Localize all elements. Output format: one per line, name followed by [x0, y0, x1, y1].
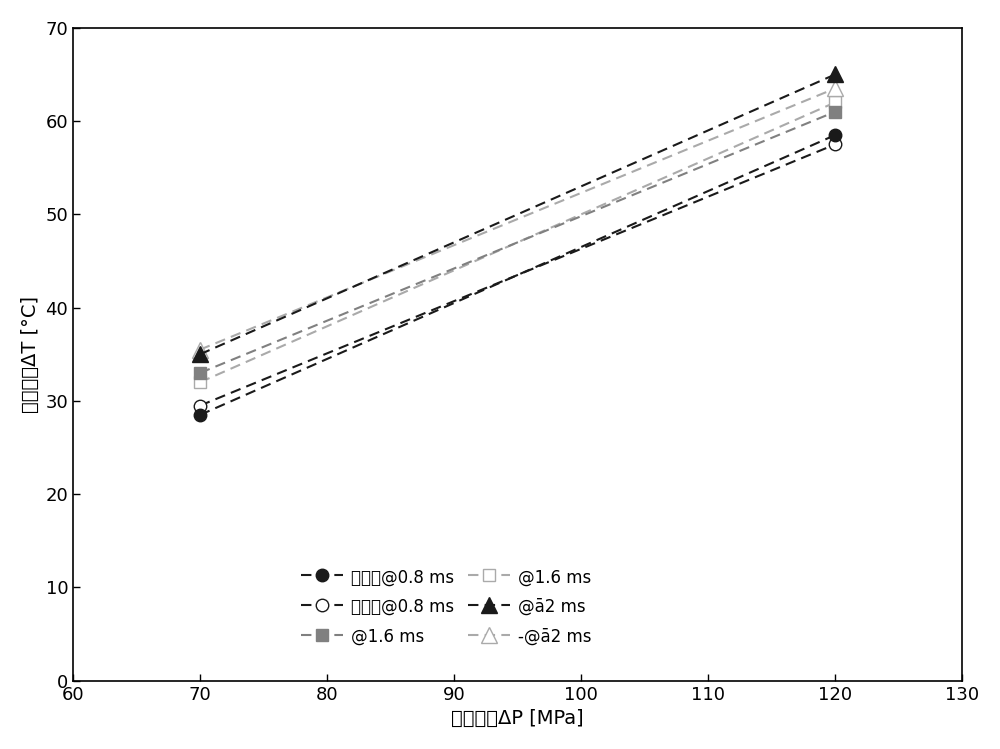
- X-axis label: 燃油压降ΔP [MPa]: 燃油压降ΔP [MPa]: [451, 709, 584, 728]
- Y-axis label: 稳态温升ΔT [°C]: 稳态温升ΔT [°C]: [21, 296, 40, 413]
- Legend: 实验値@0.8 ms, 计算値@0.8 ms, @1.6 ms, @1.6 ms, @ā⁠2 ms, -@ā⁠2 ms: 实验値@0.8 ms, 计算値@0.8 ms, @1.6 ms, @1.6 ms…: [288, 555, 605, 659]
